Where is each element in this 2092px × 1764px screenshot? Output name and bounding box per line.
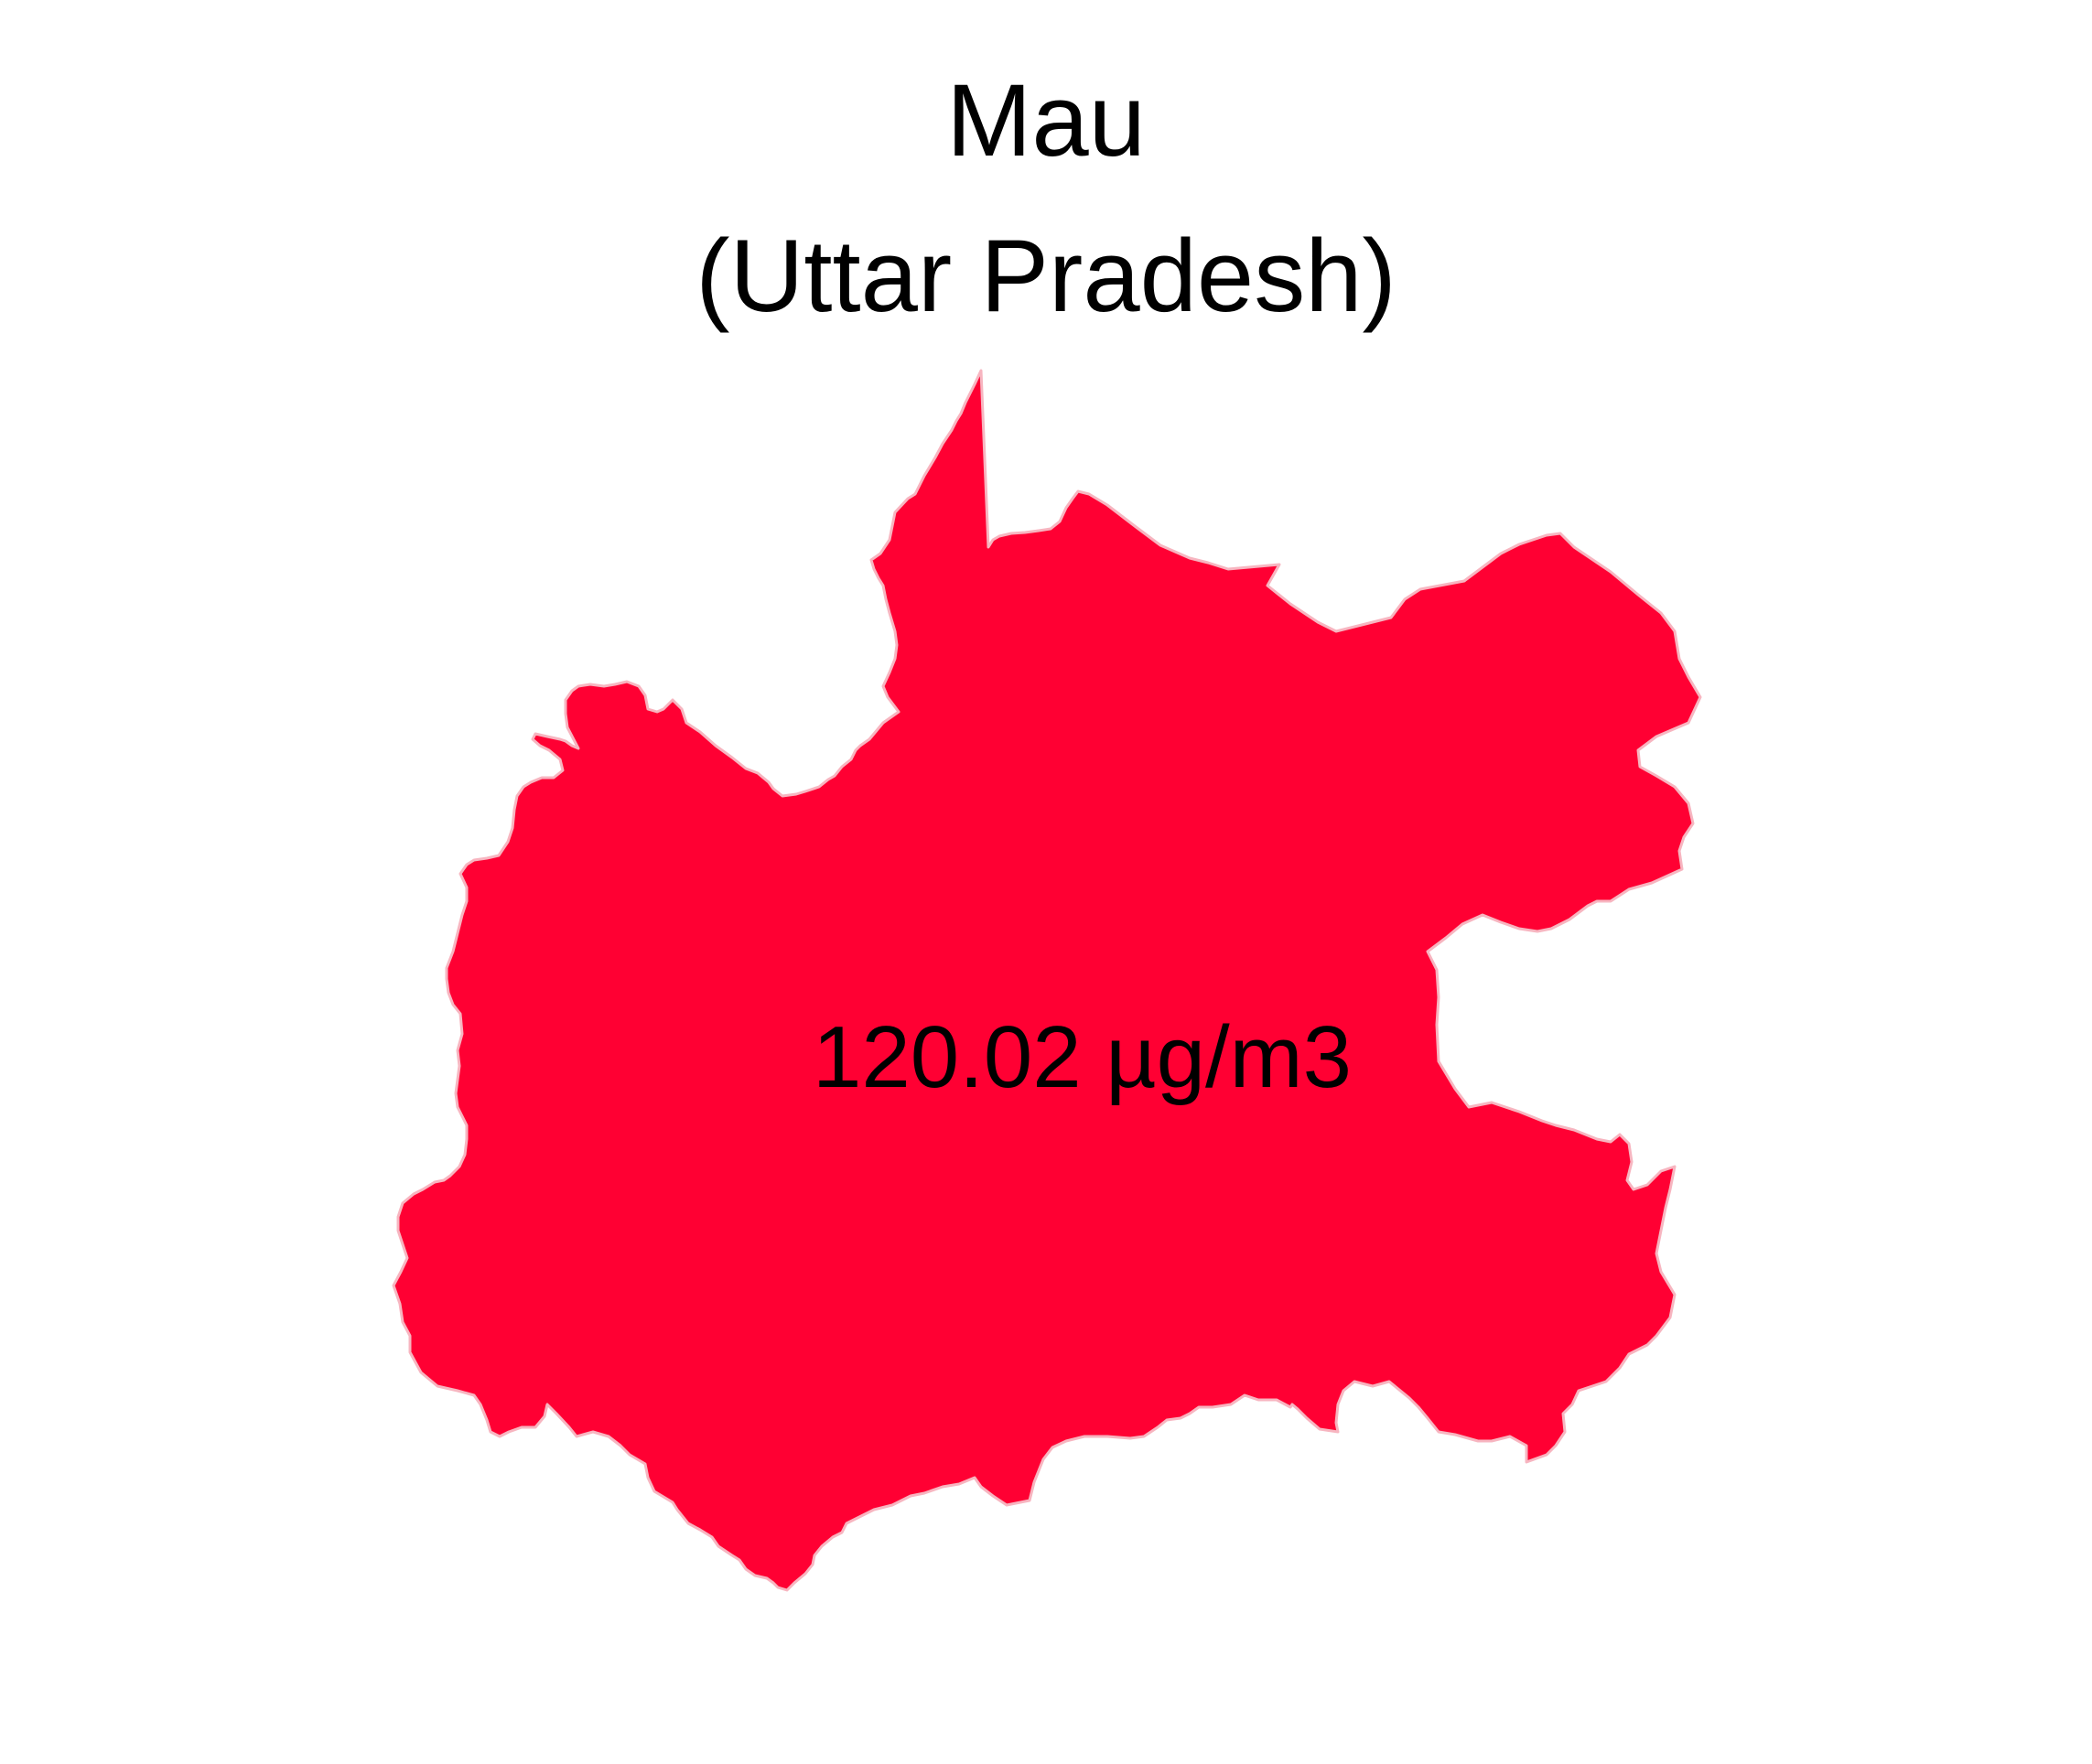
district-polygon-mau — [392, 369, 1702, 1592]
map-title-state: (Uttar Pradesh) — [696, 219, 1396, 333]
map-title-district: Mau — [946, 63, 1146, 177]
district-value-label: 120.02 µg/m3 — [812, 1008, 1353, 1106]
